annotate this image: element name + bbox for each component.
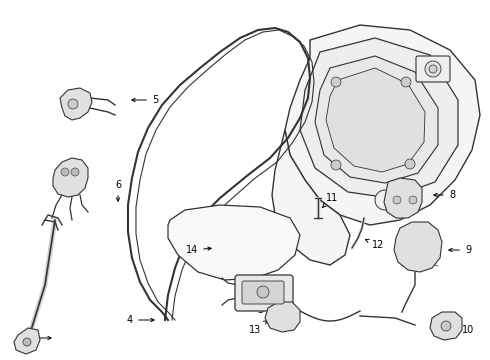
Circle shape [425,61,441,77]
Polygon shape [394,222,442,272]
Circle shape [331,77,341,87]
Circle shape [68,99,78,109]
Circle shape [61,168,69,176]
Polygon shape [265,302,300,332]
Polygon shape [272,130,350,265]
Polygon shape [430,312,462,340]
Polygon shape [315,56,438,183]
Circle shape [401,77,411,87]
Text: 7: 7 [27,333,51,343]
Circle shape [257,286,269,298]
Text: 6: 6 [115,180,121,201]
Text: 14: 14 [186,245,211,255]
Text: 3: 3 [257,294,263,315]
Circle shape [331,160,341,170]
Polygon shape [53,158,88,197]
Circle shape [375,190,395,210]
Polygon shape [60,88,92,120]
Text: 9: 9 [449,245,471,255]
Polygon shape [326,68,425,172]
Circle shape [393,196,401,204]
Polygon shape [14,328,40,354]
Text: 12: 12 [366,239,384,250]
Circle shape [429,65,437,73]
Polygon shape [384,178,422,218]
Text: 11: 11 [322,193,338,208]
Circle shape [405,159,415,169]
Text: 2: 2 [0,359,1,360]
Text: 5: 5 [132,95,158,105]
Text: 4: 4 [127,315,154,325]
Text: 1: 1 [0,359,1,360]
Text: 8: 8 [434,190,455,200]
Text: 10: 10 [449,325,474,335]
Polygon shape [168,205,300,280]
Circle shape [441,321,451,331]
Circle shape [23,338,31,346]
FancyBboxPatch shape [416,56,450,82]
FancyBboxPatch shape [235,275,293,311]
Polygon shape [285,25,480,225]
Text: 13: 13 [249,321,267,335]
Circle shape [409,196,417,204]
FancyBboxPatch shape [242,281,284,304]
Circle shape [71,168,79,176]
Polygon shape [300,38,458,198]
